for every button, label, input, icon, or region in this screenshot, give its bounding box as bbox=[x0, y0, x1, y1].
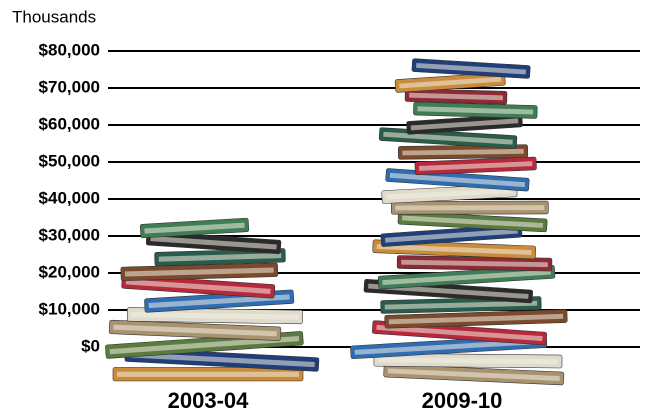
book-pages bbox=[377, 357, 559, 365]
y-tick-label: $30,000 bbox=[39, 225, 100, 244]
book-pages bbox=[109, 335, 300, 355]
y-tick-label: $60,000 bbox=[39, 114, 100, 133]
book-pages bbox=[385, 228, 518, 243]
plot bbox=[105, 58, 568, 386]
y-tick-label: $50,000 bbox=[39, 151, 100, 170]
book-pages bbox=[148, 294, 290, 309]
book-pages bbox=[385, 188, 514, 200]
x-tick-label: 2003-04 bbox=[168, 388, 250, 413]
book-pages bbox=[409, 92, 503, 101]
y-tick-label: $70,000 bbox=[39, 77, 100, 96]
x-tick-label: 2009-10 bbox=[422, 388, 503, 413]
book-pages bbox=[395, 205, 545, 211]
book-pages bbox=[416, 62, 527, 75]
book-pages bbox=[124, 267, 274, 277]
book-pages bbox=[389, 172, 526, 188]
book-pages bbox=[376, 244, 532, 255]
y-tick-label: $10,000 bbox=[39, 299, 100, 318]
book-pages bbox=[354, 338, 543, 355]
book-pages bbox=[144, 222, 245, 234]
y-tick-label: $80,000 bbox=[39, 40, 100, 59]
book-pages bbox=[125, 279, 271, 294]
y-axis-label: Thousands bbox=[12, 7, 96, 26]
book-pages bbox=[131, 311, 299, 320]
book-pages bbox=[417, 106, 534, 115]
book-pages bbox=[128, 352, 315, 368]
book-pages bbox=[384, 300, 538, 310]
book-pages bbox=[399, 76, 502, 89]
book-stack bbox=[105, 217, 320, 382]
book-pages bbox=[382, 269, 551, 285]
book-pages bbox=[383, 131, 513, 145]
book-pages bbox=[388, 313, 564, 325]
y-tick-label: $0 bbox=[81, 336, 100, 355]
y-tick-label: $40,000 bbox=[39, 188, 100, 207]
book-stack bbox=[350, 58, 568, 386]
book-pages bbox=[150, 235, 277, 250]
book-pages bbox=[387, 368, 560, 381]
book-pages bbox=[401, 259, 548, 268]
book-pages bbox=[410, 118, 519, 131]
book-pages bbox=[402, 215, 544, 228]
y-tick-label: $20,000 bbox=[39, 262, 100, 281]
book-pages bbox=[117, 371, 299, 377]
book-pages bbox=[418, 161, 533, 171]
book-pages bbox=[376, 324, 543, 342]
book-pages bbox=[402, 148, 524, 156]
book-pages bbox=[158, 252, 282, 262]
book-pages bbox=[113, 324, 277, 337]
